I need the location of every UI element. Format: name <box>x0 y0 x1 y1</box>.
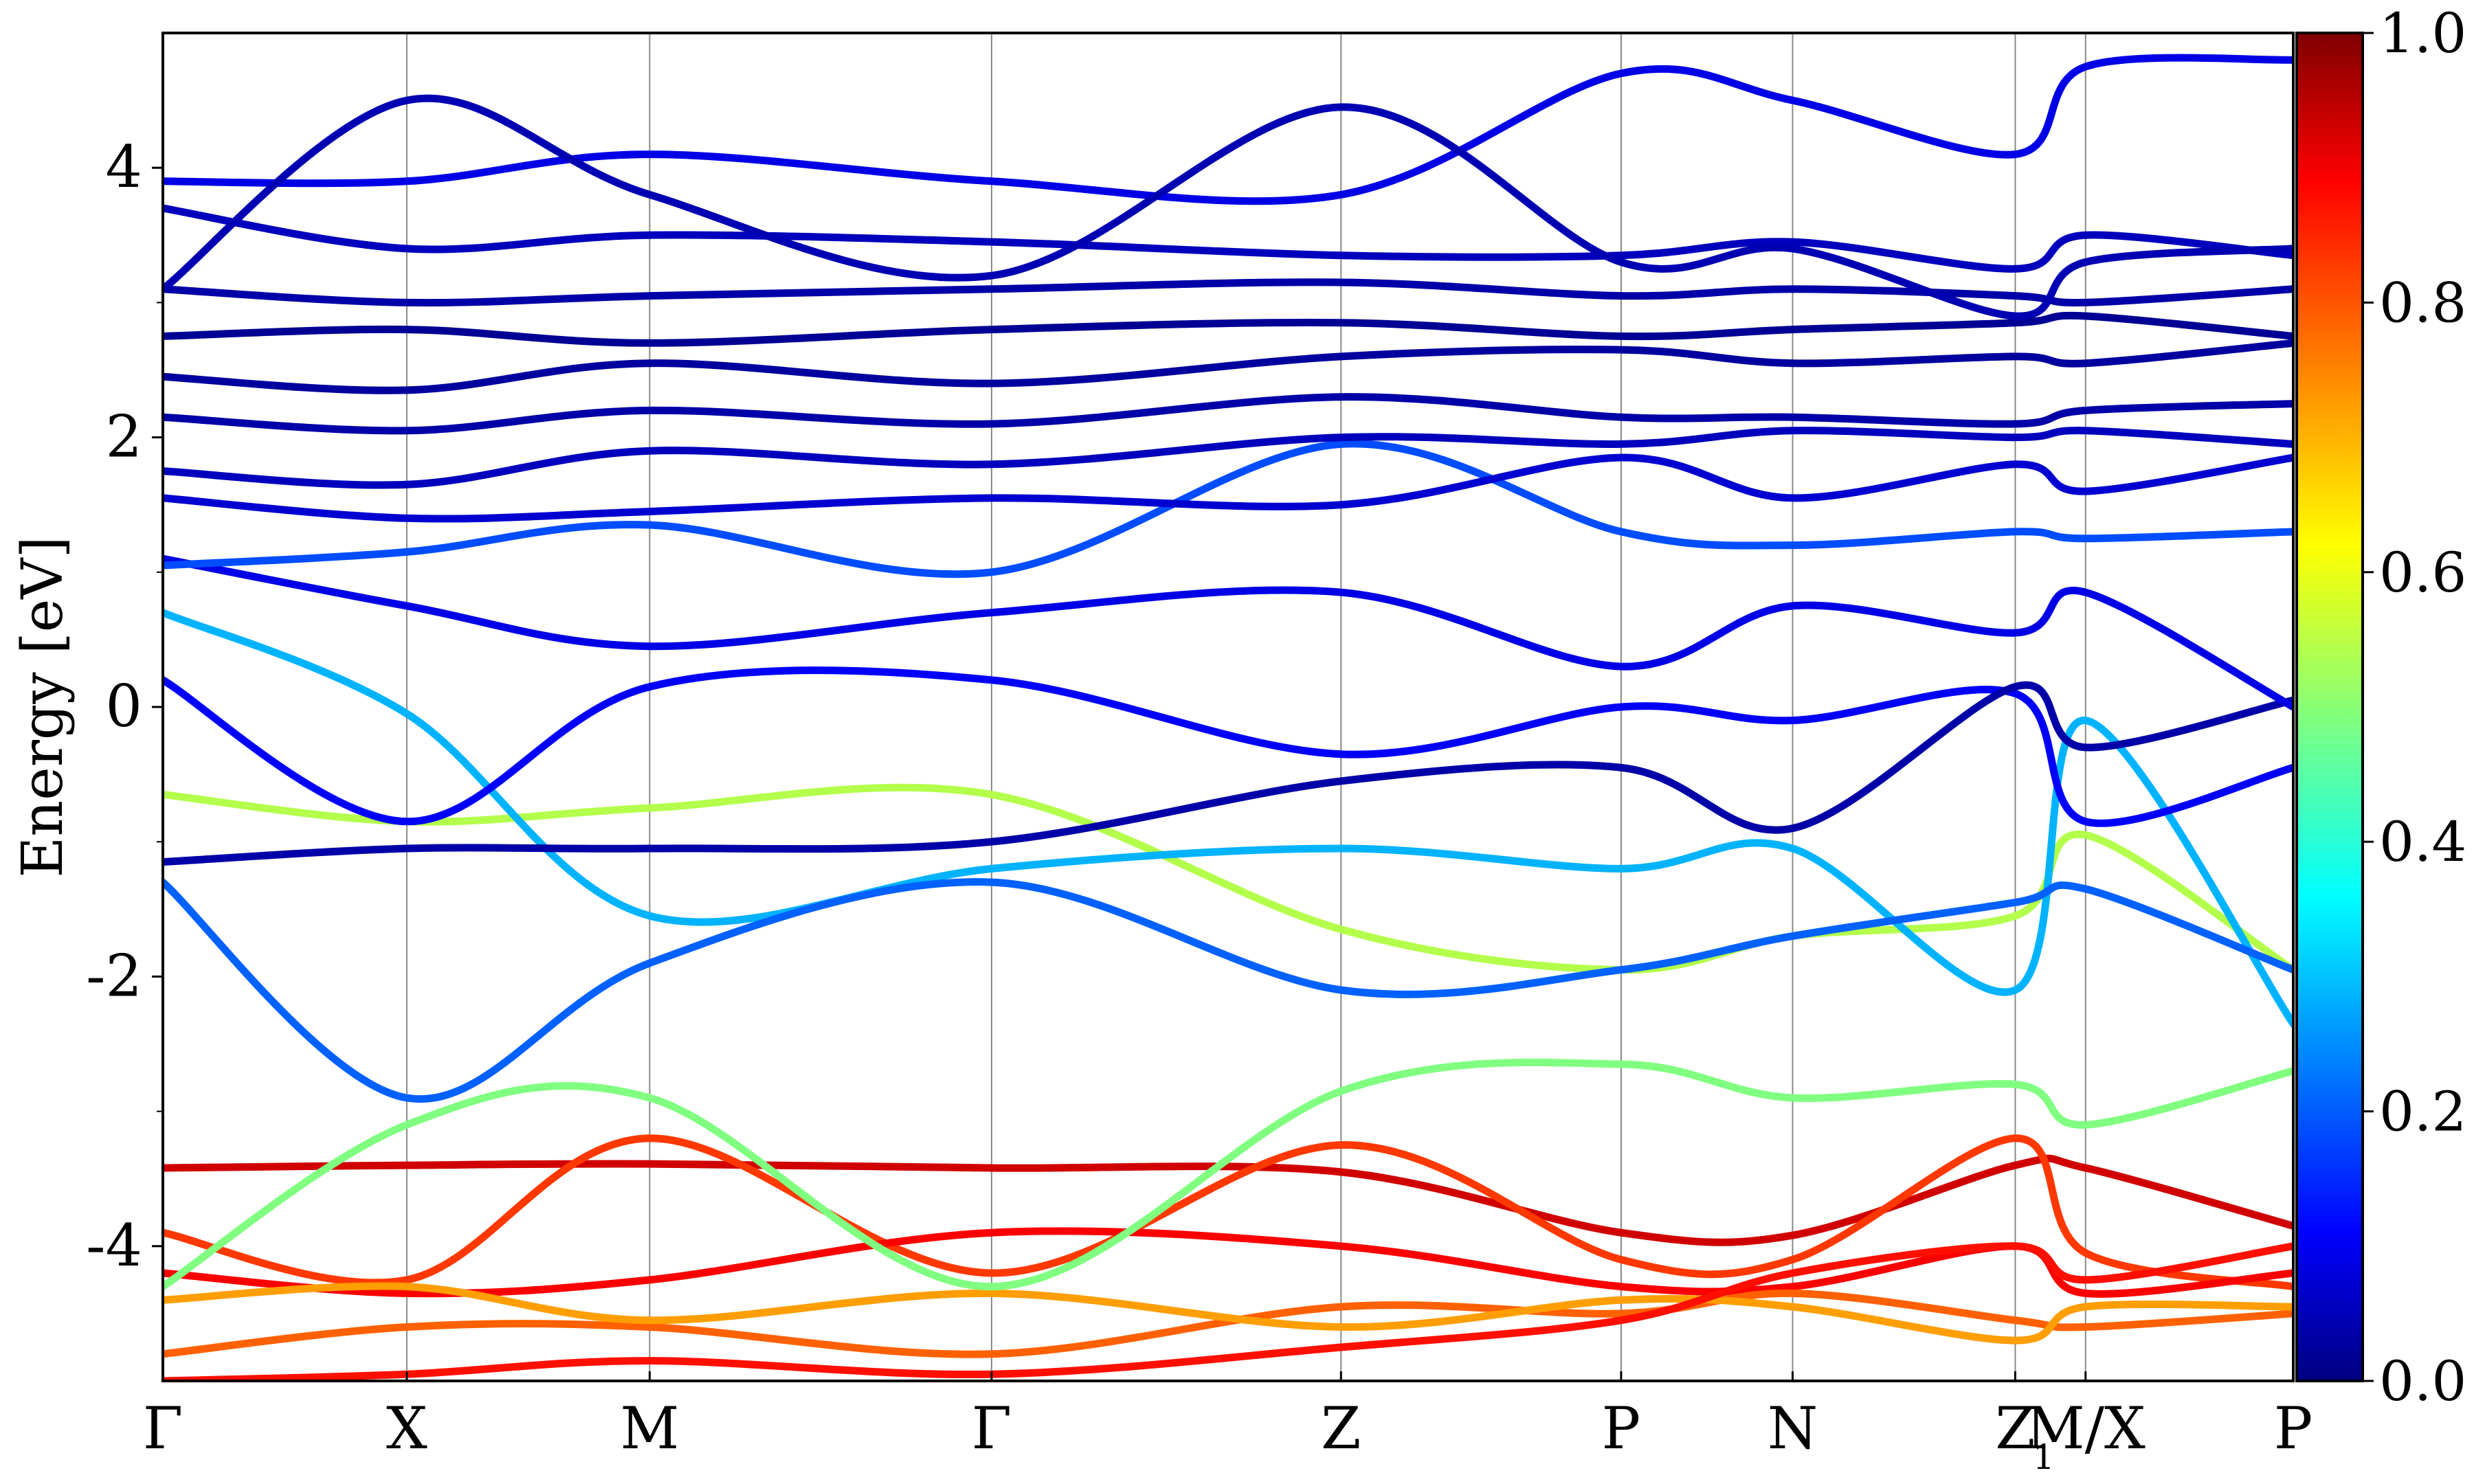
band-line <box>163 94 2293 320</box>
x-tick-label: Γ <box>143 1395 183 1462</box>
band-line <box>163 453 2293 523</box>
y-axis-label: Energy [eV] <box>10 536 76 877</box>
band-line <box>163 1282 2293 1345</box>
band-line <box>163 339 2293 394</box>
band-line <box>163 311 2293 347</box>
y-tick-label: 2 <box>106 403 142 471</box>
band-line <box>163 1134 2293 1291</box>
colorbar-tick-label: 0.0 <box>2379 1349 2466 1413</box>
x-tick-label: Z <box>1995 1395 2035 1462</box>
band-line <box>163 681 2293 866</box>
colorbar: 1.0 0.8 0.6 0.4 0.2 0.0 <box>2295 1 2466 1413</box>
band-line <box>163 666 2293 827</box>
x-tick-label: Z <box>1321 1395 1361 1462</box>
band-line <box>163 609 2293 1028</box>
band-line <box>163 54 2293 205</box>
x-tick-label: Γ <box>972 1395 1012 1462</box>
y-tick-label: -2 <box>86 942 142 1009</box>
colorbar-tick-label: 0.2 <box>2379 1080 2466 1144</box>
x-tick-label: X <box>386 1395 427 1462</box>
x-tick-label: M <box>620 1395 679 1462</box>
colorbar-ticks: 1.0 0.8 0.6 0.4 0.2 0.0 <box>2363 1 2466 1413</box>
y-axis: 4 2 0 -2 -4 <box>86 133 163 1279</box>
y-tick-label: 0 <box>106 673 142 740</box>
colorbar-tick-label: 0.8 <box>2379 271 2466 335</box>
band-line <box>163 1058 2293 1291</box>
colorbar-frame <box>2295 32 2364 1382</box>
colorbar-tick-label: 0.6 <box>2379 541 2466 605</box>
x-tick-label: M/X <box>2026 1395 2146 1462</box>
band-line <box>163 878 2293 1103</box>
colorbar-tick-label: 1.0 <box>2379 1 2466 65</box>
z1-subscript: 1 <box>2033 1437 2055 1477</box>
colorbar-gradient <box>2297 33 2363 1381</box>
x-tick-label: N <box>1768 1395 1818 1462</box>
band-line <box>163 440 2293 578</box>
y-tick-label: 4 <box>106 133 142 201</box>
band-line <box>163 783 2293 974</box>
colorbar-tick-label: 0.4 <box>2379 810 2466 874</box>
y-tick-label: -4 <box>86 1212 142 1279</box>
band-line <box>163 1154 2293 1246</box>
band-line <box>163 204 2293 273</box>
band-lines <box>163 54 2293 1381</box>
band-line <box>163 1289 2293 1358</box>
band-line <box>163 393 2293 435</box>
x-tick-label: P <box>2274 1395 2313 1462</box>
band-line <box>163 1242 2293 1381</box>
x-axis: Γ X M Γ Z P N ZM/X P <box>143 1371 2313 1462</box>
band-line <box>163 427 2293 489</box>
band-line <box>163 278 2293 307</box>
band-line <box>163 554 2293 711</box>
x-tick-label: P <box>1602 1395 1641 1462</box>
